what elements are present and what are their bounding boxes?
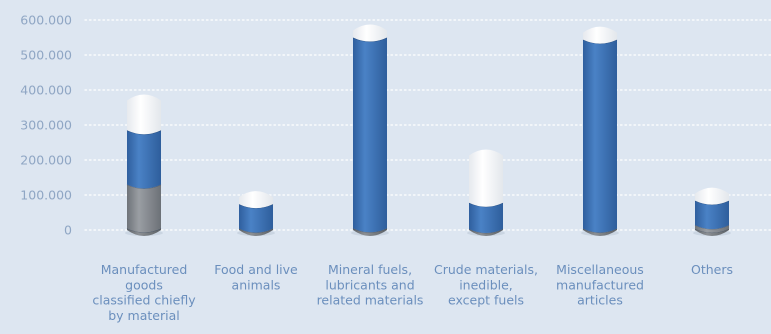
bar-segment (469, 228, 503, 236)
x-axis-category-labels: Manufactured goods classified chiefly by ma… (92, 262, 733, 323)
bar-segment (583, 39, 617, 233)
y-axis-tick-labels: 0 100.000 200.000 300.000 400.000 500.000 600.… (20, 13, 72, 238)
bar-segment (353, 37, 387, 233)
x-category-label: Food and live animals (214, 262, 298, 292)
bar-stack (581, 26, 619, 236)
x-category-label: Manufactured goods classified chiefly by ma… (92, 262, 196, 323)
bar-stack (125, 94, 163, 236)
bar-stack (693, 187, 731, 236)
y-tick-label: 500.000 (20, 48, 72, 63)
bar-segment (469, 149, 503, 207)
x-category-label: Crude materials, inedible, except fuels (434, 262, 538, 308)
x-category-label: Miscellaneous manufactured articles (556, 262, 644, 308)
bar-segment (583, 228, 617, 236)
bar-segment (239, 228, 273, 236)
bar-stack (351, 24, 389, 236)
bar-segment (127, 94, 161, 135)
bars (125, 24, 731, 236)
bar-stack (237, 191, 275, 236)
y-tick-label: 100.000 (20, 188, 72, 203)
y-tick-label: 200.000 (20, 153, 72, 168)
y-tick-label: 400.000 (20, 83, 72, 98)
y-tick-label: 0 (64, 223, 72, 238)
bar-segment (695, 200, 729, 230)
bar-segment (353, 24, 387, 42)
grid (84, 19, 771, 231)
bar-segment (695, 228, 729, 236)
bar-segment (127, 228, 161, 236)
bar-segment (695, 225, 729, 233)
y-tick-label: 300.000 (20, 118, 72, 133)
y-tick-label: 600.000 (20, 13, 72, 28)
bar-stack (467, 149, 505, 236)
x-category-label: Mineral fuels, lubricants and related mate… (317, 262, 424, 308)
bar-segment (583, 26, 617, 44)
bar-segment (127, 184, 161, 233)
bar-segment (239, 204, 273, 233)
bar-segment (239, 191, 273, 209)
bar-segment (127, 130, 161, 189)
bar-segment (469, 202, 503, 233)
bar-segment (353, 228, 387, 236)
bar-segment (695, 187, 729, 205)
x-category-label: Others (691, 262, 733, 277)
